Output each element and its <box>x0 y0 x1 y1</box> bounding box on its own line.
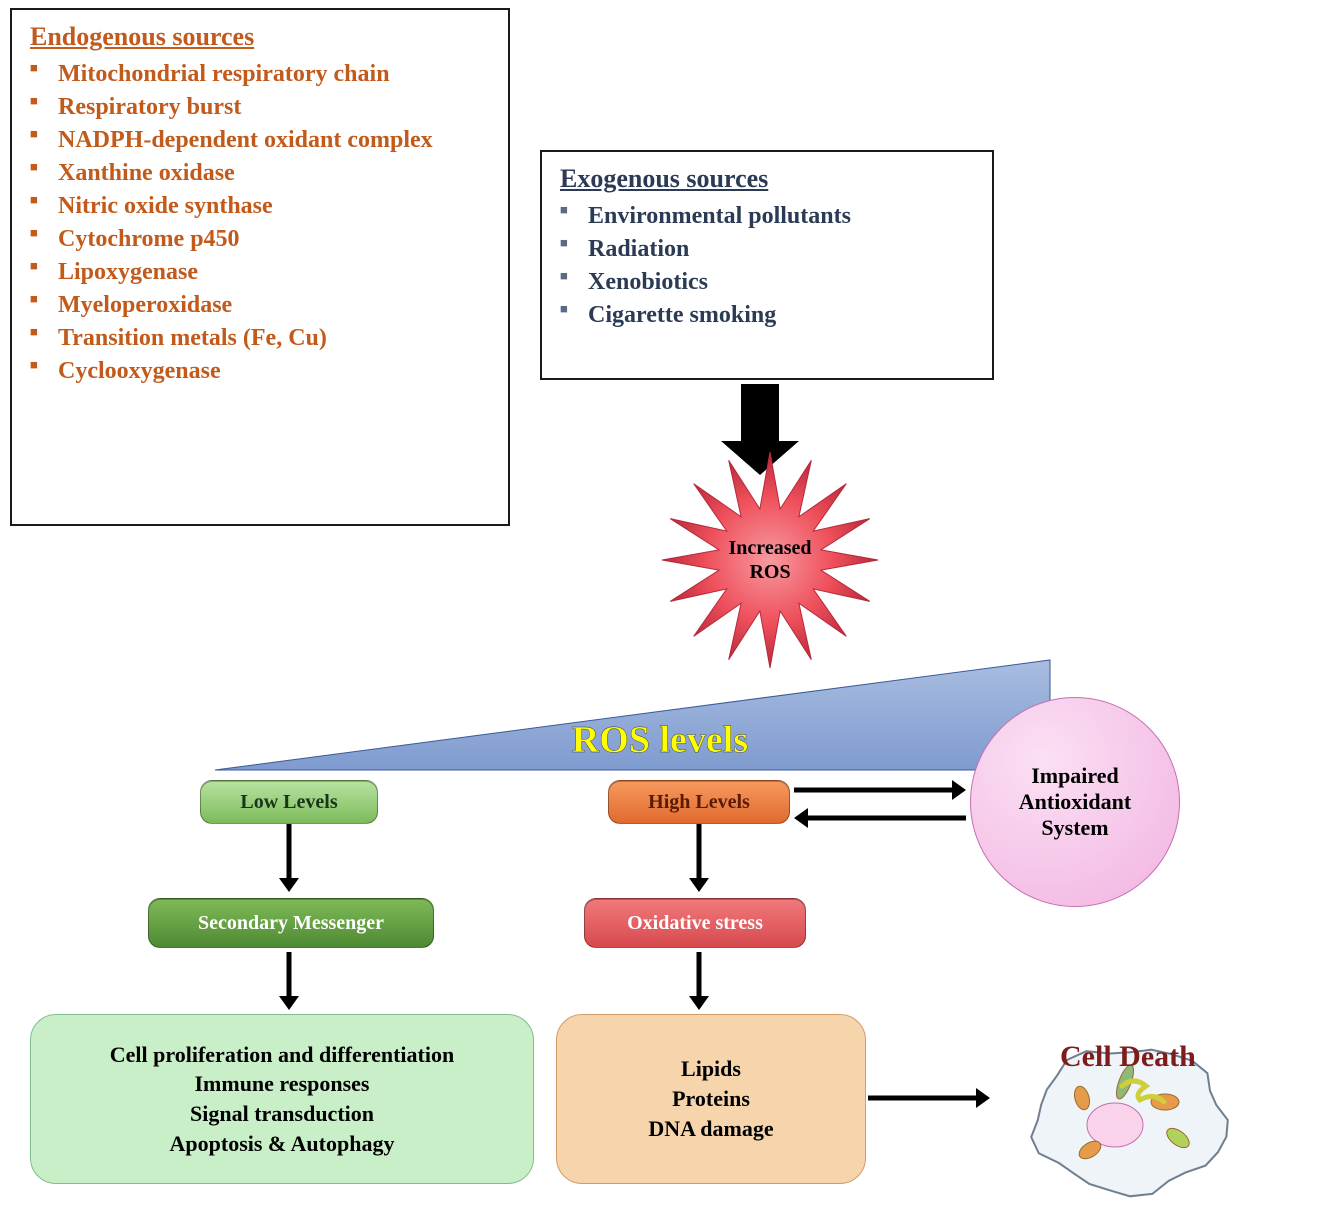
low-ros-outcome-line: Cell proliferation and differentiation <box>110 1040 454 1070</box>
endogenous-item: Cytochrome p450 <box>30 223 490 256</box>
endogenous-item: Myeloperoxidase <box>30 289 490 322</box>
secondary-messenger-node: Secondary Messenger <box>148 898 434 948</box>
impaired-antioxidant-circle: ImpairedAntioxidantSystem <box>970 697 1180 907</box>
exogenous-sources-box: Exogenous sources Environmental pollutant… <box>540 150 994 380</box>
high-ros-outcome: LipidsProteinsDNA damage <box>556 1014 866 1184</box>
endogenous-title: Endogenous sources <box>30 22 490 52</box>
endogenous-item: Respiratory burst <box>30 91 490 124</box>
exogenous-item: Cigarette smoking <box>560 299 974 332</box>
endogenous-item: Nitric oxide synthase <box>30 190 490 223</box>
endogenous-item: Transition metals (Fe, Cu) <box>30 322 490 355</box>
impaired-line: Impaired <box>1031 763 1119 789</box>
increased-ros-starburst: IncreasedROS <box>662 452 878 668</box>
ros-levels-label: ROS levels <box>572 719 748 761</box>
impaired-line: Antioxidant <box>1019 789 1131 815</box>
sources-to-ros-arrow <box>721 384 799 475</box>
low-ros-outcome-line: Signal transduction <box>190 1099 374 1129</box>
oxidative-stress-node: Oxidative stress <box>584 898 806 948</box>
low-ros-outcome-line: Immune responses <box>194 1069 369 1099</box>
exogenous-title: Exogenous sources <box>560 164 974 194</box>
exogenous-item: Xenobiotics <box>560 266 974 299</box>
exogenous-item: Radiation <box>560 233 974 266</box>
endogenous-item: Xanthine oxidase <box>30 157 490 190</box>
low-levels-node: Low Levels <box>200 780 378 824</box>
endogenous-item: Mitochondrial respiratory chain <box>30 58 490 91</box>
high-ros-outcome-line: Proteins <box>672 1084 750 1114</box>
endogenous-item: Lipoxygenase <box>30 256 490 289</box>
endogenous-item: Cyclooxygenase <box>30 355 490 388</box>
ros-levels-triangle: ROS levels <box>215 660 1050 770</box>
exogenous-list: Environmental pollutantsRadiationXenobio… <box>560 200 974 332</box>
endogenous-list: Mitochondrial respiratory chainRespirato… <box>30 58 490 388</box>
cell-death-label: Cell Death <box>1060 1040 1196 1074</box>
high-ros-outcome-line: DNA damage <box>648 1114 773 1144</box>
endogenous-item: NADPH-dependent oxidant complex <box>30 124 490 157</box>
endogenous-sources-box: Endogenous sources Mitochondrial respirat… <box>10 8 510 526</box>
high-levels-node: High Levels <box>608 780 790 824</box>
low-ros-outcome: Cell proliferation and differentiationIm… <box>30 1014 534 1184</box>
high-ros-outcome-line: Lipids <box>681 1054 741 1084</box>
starburst-label-2: ROS <box>749 561 790 583</box>
low-ros-outcome-line: Apoptosis & Autophagy <box>170 1129 395 1159</box>
exogenous-item: Environmental pollutants <box>560 200 974 233</box>
starburst-label-1: Increased <box>729 537 812 559</box>
impaired-line: System <box>1041 815 1108 841</box>
